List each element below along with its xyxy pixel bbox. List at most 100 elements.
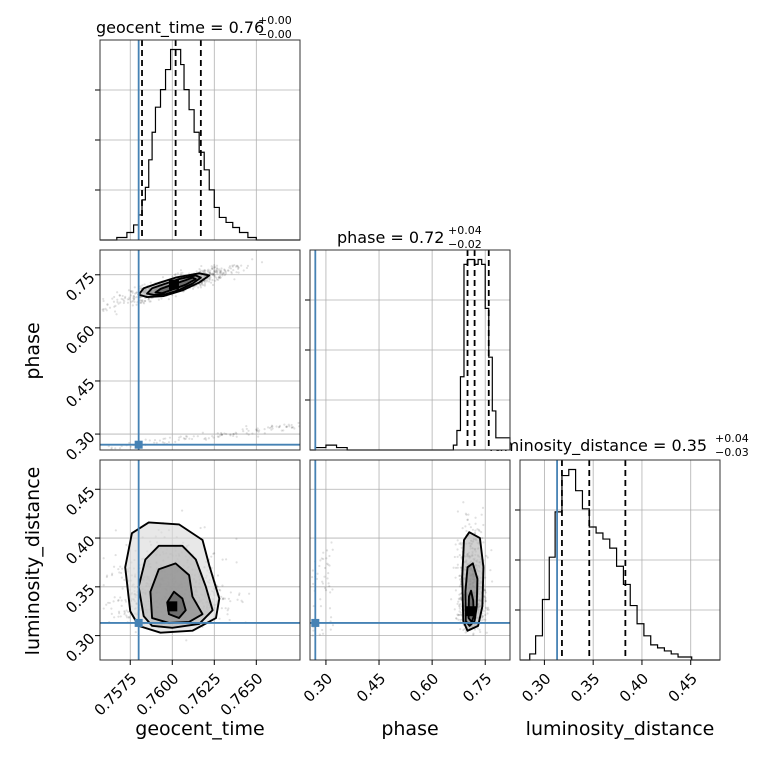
sample-point	[110, 446, 113, 449]
sample-point	[110, 574, 114, 577]
sample-point	[251, 258, 254, 261]
sample-point	[116, 291, 119, 294]
sample-point	[474, 516, 477, 519]
sample-point	[106, 303, 109, 306]
sample-point	[228, 266, 231, 269]
sample-point	[456, 563, 459, 566]
truth-marker	[311, 618, 320, 627]
x-tick-label-phase: 0.60	[406, 670, 442, 706]
sample-point	[321, 580, 324, 583]
sample-point	[208, 271, 211, 274]
sample-point	[195, 270, 198, 273]
sample-point	[226, 613, 229, 616]
sample-point	[263, 432, 266, 435]
sample-point	[203, 437, 206, 441]
sample-point	[328, 564, 331, 567]
sample-point	[220, 431, 223, 435]
sample-point	[218, 268, 221, 271]
sample-point	[219, 271, 222, 274]
x-tick-label-phase: 0.45	[353, 670, 389, 706]
sample-point	[459, 618, 462, 622]
sample-point	[157, 298, 160, 301]
sample-point	[472, 633, 475, 636]
sample-point	[113, 596, 116, 599]
sample-point	[471, 528, 475, 531]
sample-point	[485, 554, 488, 558]
sample-point	[173, 274, 177, 277]
sample-point	[211, 279, 214, 282]
sample-point	[140, 301, 143, 305]
sample-point	[491, 580, 494, 583]
sample-point	[199, 269, 202, 272]
sample-point	[124, 295, 127, 298]
sample-point	[105, 575, 108, 579]
sample-point	[469, 526, 473, 529]
sample-point	[132, 294, 135, 298]
sample-point	[125, 609, 128, 612]
sample-point	[218, 588, 221, 591]
sample-point	[105, 603, 108, 606]
sample-point	[232, 434, 235, 438]
sample-point	[456, 602, 459, 605]
sample-point	[459, 583, 462, 586]
sample-point	[459, 611, 462, 614]
sample-point	[290, 426, 293, 429]
sample-point	[474, 522, 477, 525]
sample-point	[287, 423, 290, 426]
sample-point	[489, 569, 492, 572]
truth-marker	[134, 440, 143, 449]
sample-point	[465, 513, 468, 516]
sample-point	[223, 597, 226, 600]
sample-point	[257, 430, 260, 433]
sample-point	[114, 304, 117, 307]
sample-point	[129, 290, 133, 293]
sample-point	[457, 613, 460, 616]
sample-point	[235, 561, 238, 564]
sample-point	[209, 278, 212, 281]
sample-point	[205, 279, 209, 282]
sample-point	[311, 634, 314, 637]
sample-point	[459, 603, 462, 606]
sample-point	[117, 615, 120, 618]
sample-point	[484, 600, 487, 603]
sample-point	[292, 426, 295, 429]
sample-point	[160, 297, 163, 300]
sample-point	[176, 272, 179, 275]
sample-point	[222, 271, 225, 274]
sample-point	[311, 576, 314, 579]
sample-point	[454, 566, 458, 569]
sample-point	[235, 271, 238, 274]
sample-point	[268, 426, 271, 430]
sample-point	[462, 501, 465, 504]
panel-frame	[309, 459, 511, 661]
sample-point	[213, 275, 216, 278]
sample-point	[234, 265, 238, 268]
sample-point	[120, 604, 123, 608]
sample-point	[479, 630, 482, 634]
sample-point	[321, 632, 325, 635]
sample-point	[459, 566, 463, 569]
sample-point	[130, 300, 133, 303]
scatter-panel-phase_vs_geocent_time: 0.30 0.45 0.60 0.75	[62, 249, 301, 464]
sample-point	[133, 300, 136, 304]
sample-point	[270, 426, 273, 429]
sample-point	[196, 435, 199, 438]
sample-point	[213, 265, 217, 269]
sample-point	[142, 302, 146, 305]
y-tick-label-luminosity_distance: 0.40	[62, 532, 98, 568]
contour-line	[464, 562, 479, 627]
sample-point	[216, 435, 219, 438]
x-tick-label-luminosity_distance: 0.30	[518, 670, 554, 706]
sample-point	[328, 585, 331, 588]
sample-point	[224, 270, 227, 274]
sample-point	[192, 435, 195, 438]
sample-point	[278, 424, 282, 428]
sample-point	[143, 300, 147, 303]
sample-point	[108, 306, 112, 309]
sample-point	[140, 300, 143, 303]
sample-point	[486, 606, 490, 609]
sample-point	[466, 518, 469, 521]
sample-point	[311, 569, 314, 572]
sample-point	[110, 607, 113, 610]
